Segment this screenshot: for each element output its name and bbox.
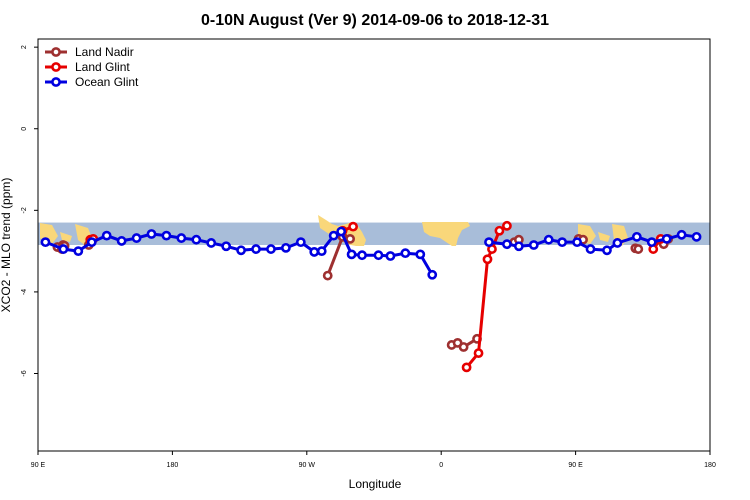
chart-title: 0-10N August (Ver 9) 2014-09-06 to 2018-… [201,12,549,29]
data-point [676,229,687,240]
data-point [461,362,472,373]
data-point [373,250,384,261]
data-point [513,241,524,252]
x-axis-label: Longitude [349,477,402,491]
data-point [633,244,644,254]
data-point [385,251,396,261]
land-shape-africa [422,222,470,246]
data-point [452,338,463,348]
land-shape-indonesia-left [40,223,92,246]
legend-marker [51,47,61,57]
x-tick-label: 90 E [568,462,583,469]
data-point [348,221,358,232]
data-point [295,237,306,248]
data-point [602,245,612,256]
y-tick-label: -4 [21,289,28,295]
data-point [528,240,539,250]
ocean-band [38,222,710,245]
series-layer [40,220,702,373]
data-point [473,348,484,358]
series-line [465,224,508,369]
background-map [38,215,710,246]
y-axis: 2 0 -2 -4 -6 [21,45,38,377]
legend-marker [51,77,61,87]
data-point [146,229,157,239]
data-point [206,238,217,248]
data-point [266,244,276,254]
legend-marker [51,62,61,72]
data-point [543,234,554,245]
data-point [131,233,142,243]
data-point [484,237,494,248]
data-point [427,269,438,280]
data-point [346,249,357,260]
data-point [502,239,512,250]
y-tick-label: 2 [21,45,28,49]
data-point [309,247,320,257]
y-tick-label: -2 [21,207,28,213]
data-point [73,246,84,257]
x-tick-label: 180 [167,462,179,469]
data-point [494,225,505,236]
data-point [161,230,172,241]
x-tick-label: 0 [439,462,443,469]
data-point [176,233,187,243]
data-point [101,230,112,241]
data-point [336,226,347,237]
legend-label: Ocean Glint [75,75,139,89]
data-point [40,237,51,248]
y-axis-label: XCO2 - MLO trend (ppm) [0,178,13,313]
data-point [691,231,702,242]
data-point [316,246,327,257]
x-tick-label: 90 E [31,462,46,469]
data-point [572,237,582,248]
data-point [221,241,232,252]
y-tick-label: 0 [21,127,28,131]
data-point [646,237,657,248]
data-point [322,270,333,281]
data-point [116,236,127,246]
data-point [86,237,97,248]
data-point [58,244,69,254]
x-tick-label: 180 [704,462,716,469]
data-point [557,237,568,248]
data-point [661,233,672,244]
legend-label: Land Nadir [75,45,134,59]
data-point [236,245,246,256]
data-point [482,254,493,265]
data-point [357,250,367,261]
data-point [251,244,261,254]
data-point [345,233,356,244]
data-point [585,244,596,254]
plot-frame [37,38,711,452]
data-point [415,249,426,260]
data-point [328,230,339,241]
data-point [612,238,623,248]
x-tick-label: 90 W [299,462,316,469]
series-ocean-glint [40,226,702,280]
legend-label: Land Glint [75,60,130,74]
data-point [191,234,202,245]
data-point [280,242,291,253]
data-point [502,220,512,231]
y-tick-label: -6 [21,370,28,376]
data-point [400,248,411,259]
x-axis: 90 E 180 90 W 0 90 E 180 [31,451,716,469]
data-point [631,231,642,242]
